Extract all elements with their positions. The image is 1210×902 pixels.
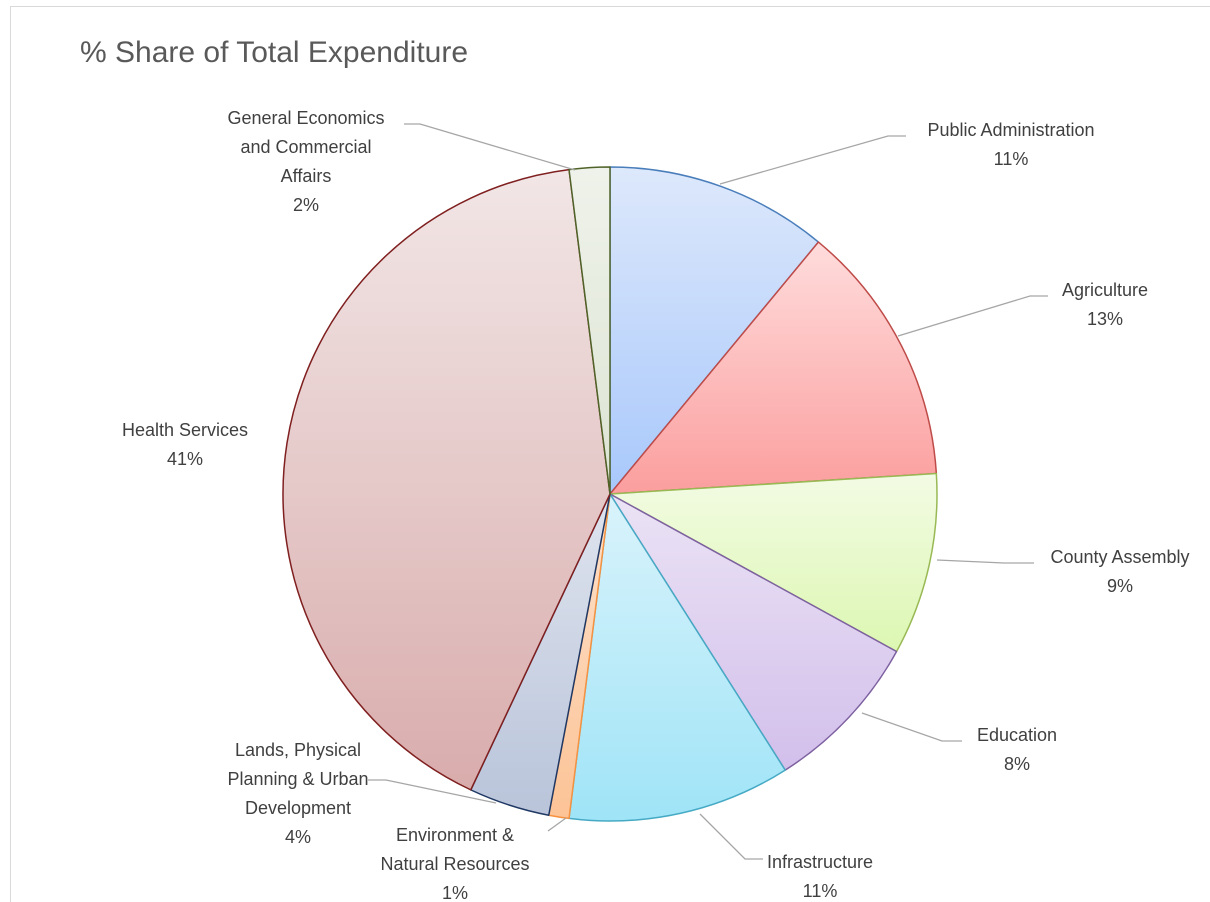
data-label-category: Health Services <box>122 420 248 440</box>
data-label-percent: 41% <box>167 449 203 469</box>
data-label-percent: 11% <box>994 149 1029 169</box>
data-label: General Economics and Commercial Affairs 2% <box>227 108 384 215</box>
data-label-category: Agriculture <box>1062 280 1148 300</box>
chart-frame <box>10 6 1210 902</box>
data-label-percent: 2% <box>293 195 319 215</box>
data-label-percent: 8% <box>1004 754 1030 774</box>
pie-slice-health-services <box>282 168 611 791</box>
pie-slice-agriculture <box>609 241 938 495</box>
data-label-category: Environment & <box>396 825 514 845</box>
data-label-category: County Assembly <box>1050 547 1189 567</box>
leader-line <box>897 295 1048 337</box>
data-label: Education 8% <box>977 725 1057 774</box>
leaders-layer <box>368 123 1048 860</box>
pie-slice-general-economics-and-commercial-affairs <box>568 166 611 495</box>
data-label-category: Affairs <box>281 166 332 186</box>
leader-line <box>719 135 906 185</box>
data-label-percent: 13% <box>1087 309 1123 329</box>
data-label-category: Education <box>977 725 1057 745</box>
data-label: Agriculture 13% <box>1062 280 1148 329</box>
data-label-category: Infrastructure <box>767 852 873 872</box>
leader-line <box>547 817 567 832</box>
data-label-category: Natural Resources <box>380 854 529 874</box>
pie-slice-infrastructure <box>568 493 786 822</box>
pie-slice-education <box>609 493 898 771</box>
data-label-percent: 11% <box>803 881 838 901</box>
slices-layer <box>282 166 938 822</box>
data-label: Health Services 41% <box>122 420 248 469</box>
data-label: Infrastructure 11% <box>767 852 873 901</box>
pie-slice-county-assembly <box>609 472 938 653</box>
data-label: Public Administration 11% <box>927 120 1094 169</box>
leader-line <box>699 813 763 860</box>
pie-slice-public-administration <box>609 166 820 495</box>
leader-line <box>861 712 962 742</box>
data-label-percent: 4% <box>285 827 311 847</box>
data-label-category: Planning & Urban <box>227 769 368 789</box>
data-label-category: Lands, Physical <box>235 740 361 760</box>
leader-line <box>404 123 576 171</box>
data-label-percent: 9% <box>1107 576 1133 596</box>
data-label-percent: 1% <box>442 883 468 902</box>
data-label: County Assembly 9% <box>1050 547 1189 596</box>
data-label: Environment & Natural Resources 1% <box>380 825 529 902</box>
leader-line <box>368 779 497 804</box>
data-label: Lands, Physical Planning & Urban Developme… <box>227 740 368 847</box>
data-label-category: and Commercial <box>240 137 371 157</box>
data-label-category: Development <box>245 798 351 818</box>
data-label-category: General Economics <box>227 108 384 128</box>
chart-title: % Share of Total Expenditure <box>80 36 469 69</box>
leader-line <box>936 559 1034 564</box>
labels-layer: Public Administration 11% Agriculture 13% Co… <box>122 108 1190 902</box>
data-label-category: Public Administration <box>927 120 1094 140</box>
